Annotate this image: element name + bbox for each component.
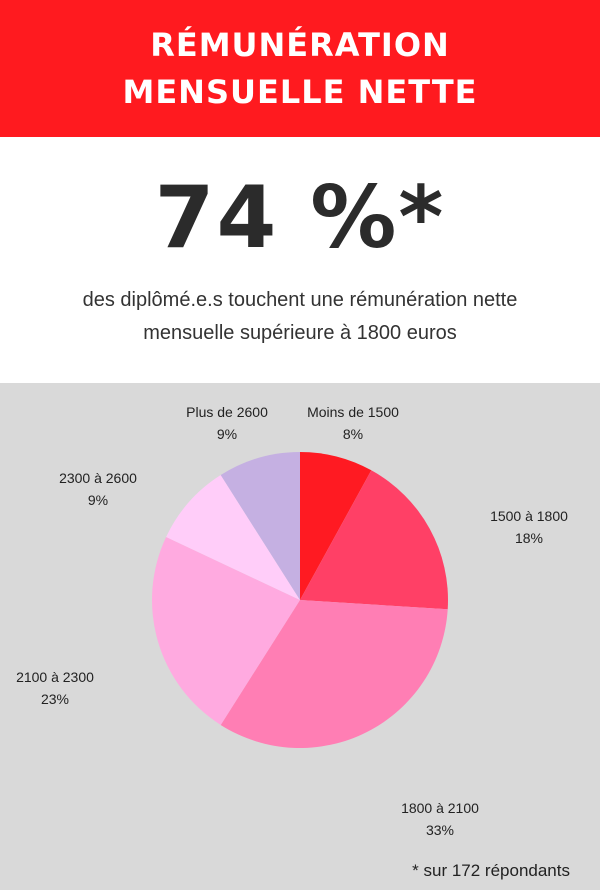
slice-value-5: 9% [88,492,108,508]
pie-slice-4 [152,536,300,725]
header-title-line2: MENSUELLE NETTE [122,72,478,111]
slice-value-4: 23% [41,691,69,707]
header-title-line1: RÉMUNÉRATION [150,25,450,64]
description-line2: mensuelle supérieure à 1800 euros [143,322,457,344]
slice-label-2: 1500 à 1800 [490,508,568,524]
pie-chart-area: Moins de 1500 8% 1500 à 1800 18% 1800 à 2100… [0,383,600,890]
highlight-description: des diplômé.e.s touchent une rémunératio… [0,284,600,350]
slice-value-3: 33% [426,822,454,838]
highlight-value: 74 %* [154,168,446,268]
slice-label-5: 2300 à 2600 [59,470,137,486]
pie-slice-2 [300,470,448,610]
pie-slice-5 [166,475,300,600]
slice-value-1: 8% [343,426,363,442]
footnote: * sur 172 répondants [412,861,570,880]
slice-label-1: Moins de 1500 [307,404,399,420]
slice-label-4: 2100 à 2300 [16,669,94,685]
pie-chart: Moins de 1500 8% 1500 à 1800 18% 1800 à 2100… [16,404,568,838]
header-banner: RÉMUNÉRATION MENSUELLE NETTE [0,0,600,137]
slice-value-2: 18% [515,530,543,546]
slice-label-6: Plus de 2600 [186,404,268,420]
pie-slice-3 [220,600,448,748]
pie-slice-6 [220,452,300,600]
slice-label-3: 1800 à 2100 [401,800,479,816]
description-line1: des diplômé.e.s touchent une rémunératio… [82,289,518,311]
pie-slice-1 [300,452,372,600]
slice-value-6: 9% [217,426,237,442]
